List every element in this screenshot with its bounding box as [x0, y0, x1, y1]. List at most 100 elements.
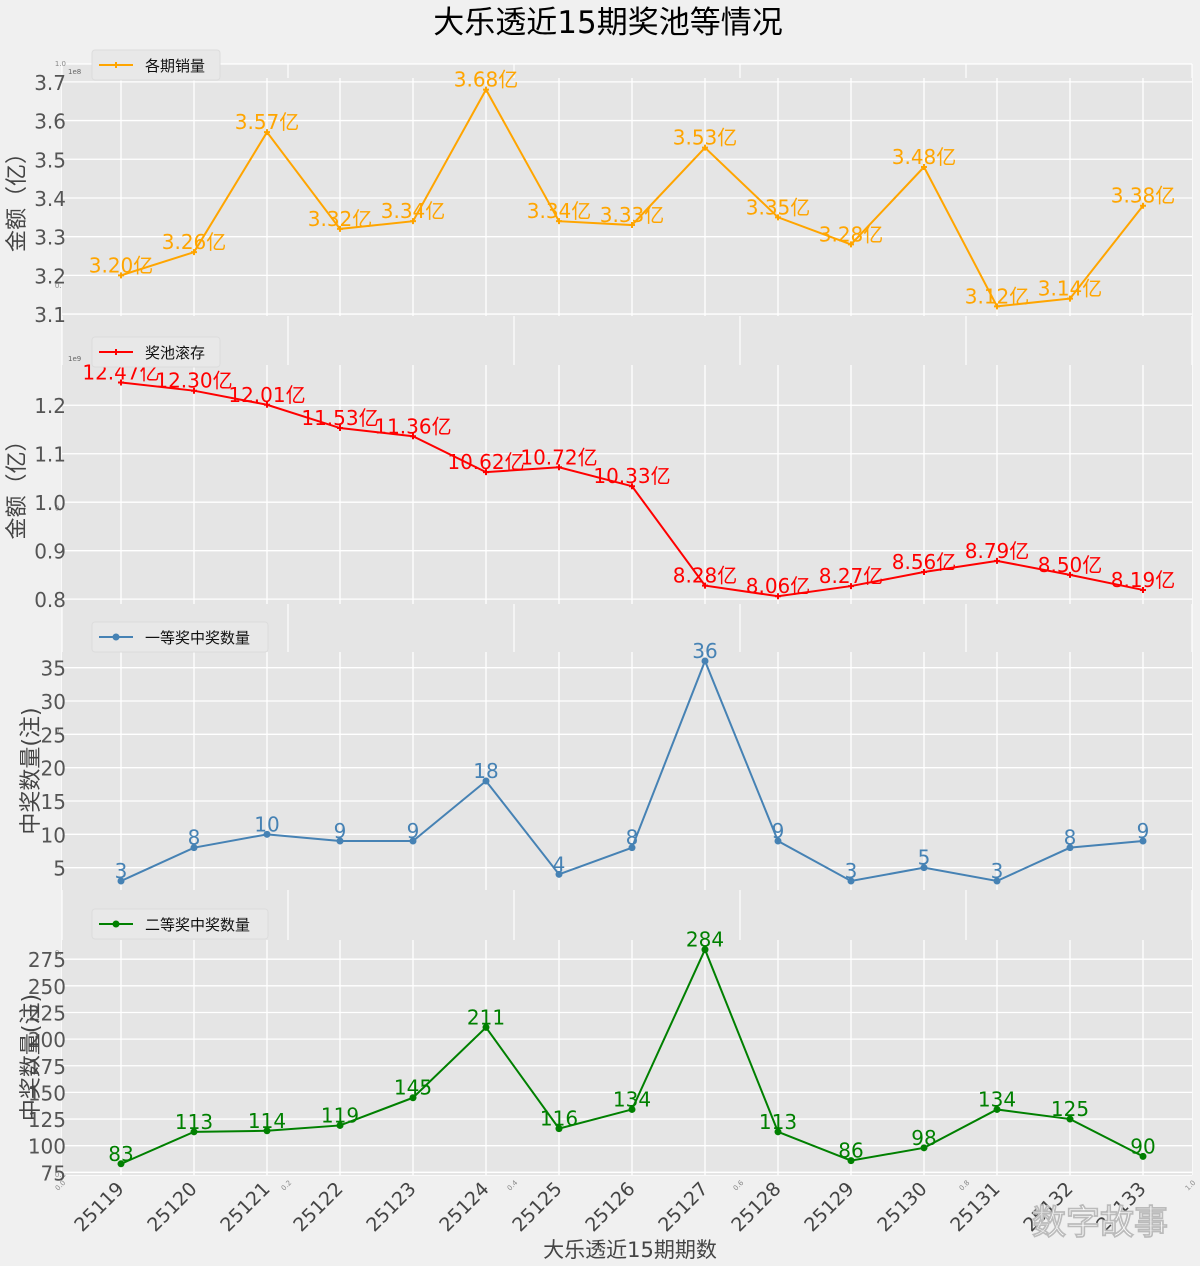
data-label: 18 — [473, 759, 498, 783]
data-label: 12.01亿 — [228, 383, 305, 407]
data-label: 8.06亿 — [746, 574, 811, 598]
data-label: 3.38亿 — [1111, 184, 1176, 208]
data-point — [1139, 837, 1147, 845]
data-label: 125 — [1051, 1097, 1089, 1121]
y-tick-label: 3.5 — [34, 148, 66, 172]
y-tick-label: 25 — [41, 723, 66, 747]
data-label: 134 — [613, 1087, 651, 1111]
data-label: 134 — [978, 1087, 1016, 1111]
x-tick-label: 25131 — [946, 1178, 1004, 1236]
data-label: 284 — [686, 928, 724, 952]
data-point — [775, 593, 781, 600]
data-point — [774, 1128, 782, 1136]
data-point — [775, 214, 781, 221]
y-tick-label: 3.1 — [34, 303, 66, 327]
data-point — [191, 249, 197, 256]
x-tick-label: 25127 — [654, 1178, 712, 1236]
data-point — [336, 837, 344, 845]
x-tick-label: 25119 — [70, 1178, 128, 1236]
data-point — [701, 657, 709, 665]
y-tick-label: 1.1 — [34, 443, 66, 467]
data-label: 8.56亿 — [892, 550, 957, 574]
x-tick-label: 25124 — [435, 1178, 493, 1236]
data-point — [920, 1144, 928, 1152]
data-label: 3 — [845, 859, 858, 883]
data-label: 3.26亿 — [162, 230, 227, 254]
data-point — [337, 225, 343, 232]
data-point — [921, 164, 927, 171]
data-label: 98 — [911, 1126, 936, 1150]
data-point — [482, 777, 490, 785]
data-point — [1140, 586, 1146, 593]
data-label: 8 — [1064, 826, 1077, 850]
data-label: 9 — [1137, 819, 1150, 843]
data-label: 145 — [394, 1076, 432, 1100]
subplots: 3.1 3.2 3.3 3.4 3.5 3.6 3.7 1e8 金额（亿） 3.20亿 3.26亿 3… — [5, 49, 1192, 1185]
legend-marker — [113, 349, 119, 355]
x-tick-label: 25129 — [800, 1178, 858, 1236]
y-tick-label: 75 — [41, 1161, 66, 1185]
legend: 一等奖中奖数量 — [91, 621, 269, 653]
legend: 各期销量 — [91, 49, 221, 81]
background-y-tick-label: 1.0 — [55, 60, 66, 68]
y-tick-label: 15 — [41, 790, 66, 814]
data-point — [848, 583, 854, 590]
data-point — [1066, 844, 1074, 852]
data-label: 12.30亿 — [155, 369, 232, 393]
x-tick-label: 25123 — [362, 1178, 420, 1236]
subplot-1: 3.1 3.2 3.3 3.4 3.5 3.6 3.7 1e8 金额（亿） 3.20亿 3.26亿 3… — [5, 49, 1192, 327]
y-tick-label: 3.6 — [34, 110, 66, 134]
data-label: 116 — [540, 1107, 578, 1131]
data-point — [118, 379, 124, 386]
y-axis-label: 中奖数量(注) — [19, 994, 44, 1121]
data-point — [190, 1128, 198, 1136]
data-label: 90 — [1130, 1134, 1155, 1158]
data-point — [556, 218, 562, 225]
chart-title: 大乐透近15期奖池等情况 — [433, 5, 782, 41]
data-point — [701, 946, 709, 954]
data-label: 8 — [188, 826, 201, 850]
data-label: 3.14亿 — [1038, 277, 1103, 301]
data-point — [993, 877, 1001, 885]
legend-label: 奖池滚存 — [145, 344, 205, 362]
background-x-tick-label: 0.6 — [732, 1178, 746, 1192]
data-point — [191, 387, 197, 394]
data-label: 8.19亿 — [1111, 568, 1176, 592]
legend-label: 各期销量 — [145, 57, 205, 75]
data-point — [702, 582, 708, 589]
data-label: 10.62亿 — [447, 450, 524, 474]
data-point — [847, 1157, 855, 1165]
y-tick-label: 0.9 — [34, 540, 66, 564]
data-label: 11.53亿 — [301, 406, 378, 430]
background-x-tick-label: 0.4 — [506, 1178, 520, 1192]
x-tick-label: 25122 — [289, 1178, 347, 1236]
watermark: 数字故事 — [1032, 1203, 1168, 1243]
data-point — [190, 844, 198, 852]
data-point — [409, 1094, 417, 1102]
legend-marker — [113, 62, 119, 68]
legend-label: 一等奖中奖数量 — [145, 629, 250, 647]
x-tick-label: 25126 — [581, 1178, 639, 1236]
y-tick-label: 125 — [28, 1108, 66, 1132]
y-tick-label: 275 — [28, 948, 66, 972]
data-label: 4 — [553, 852, 566, 876]
data-label: 8 — [626, 826, 639, 850]
data-point — [483, 469, 489, 476]
data-label: 36 — [692, 639, 717, 663]
data-label: 8.79亿 — [965, 539, 1030, 563]
y-tick-label: 1.0 — [34, 491, 66, 515]
background-y-tick-label: 0.2 — [55, 949, 66, 957]
background-y-tick-label: 0.8 — [55, 282, 66, 290]
y-axis-label: 中奖数量(注) — [19, 707, 44, 834]
y-tick-label: 175 — [28, 1055, 66, 1079]
y-tick-label: 3.2 — [34, 264, 66, 288]
data-label: 3.57亿 — [235, 110, 300, 134]
data-label: 9 — [334, 819, 347, 843]
plot-area — [62, 652, 1192, 890]
background-y-tick-label: 0.6 — [55, 504, 67, 512]
legend: 奖池滚存 — [91, 336, 221, 368]
background-x-tick-label: 0.2 — [280, 1179, 294, 1193]
data-label: 83 — [108, 1142, 133, 1166]
